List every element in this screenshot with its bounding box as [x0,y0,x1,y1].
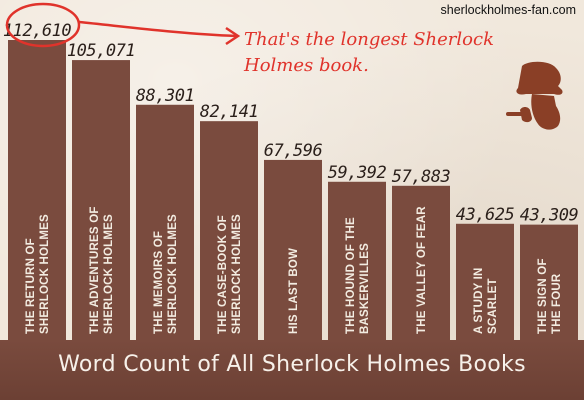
category-label-line: THE MEMOIRS OF [153,231,165,334]
value-label-6: 59,392 [328,163,387,183]
category-label-line: THE SIGN OF [537,258,549,334]
value-label-8: 43,625 [456,205,515,225]
category-label-line: SHERLOCK HOLMES [231,214,243,334]
category-label-line: A STUDY IN [473,267,485,334]
category-label-line: THE VALLEY OF FEAR [416,206,428,334]
bar-6 [328,181,386,340]
category-label-line: THE ADVENTURES OF [89,206,101,334]
category-label-line: SHERLOCK HOLMES [167,214,179,334]
bar-4 [200,121,258,341]
chart-title: Word Count of All Sherlock Holmes Books [58,352,526,377]
arrow-line [78,20,237,38]
category-label-line: SHERLOCK HOLMES [103,214,115,334]
category-label-line: THE FOUR [551,273,563,334]
site-url[interactable]: sherlockholmes-fan.com [440,3,576,17]
annotation-line-1: That's the longest Sherlock [244,29,494,50]
category-label-2: THE ADVENTURES OF SHERLOCK HOLMES [89,206,115,334]
value-label-9: 43,309 [520,206,579,226]
value-label-4: 82,141 [200,102,258,122]
category-label-1: THE RETURN OF SHERLOCK HOLMES [25,214,51,334]
category-label-line: THE HOUND OF THE [345,217,357,334]
category-label-4: THE CASE-BOOK OF SHERLOCK HOLMES [217,214,243,334]
value-label-3: 88,301 [136,86,194,106]
bar-7 [392,185,450,340]
category-label-7: THE VALLEY OF FEAR [416,206,428,334]
category-label-line: BASKERVILLES [359,243,371,334]
category-label-6: THE HOUND OF THE BASKERVILLES [345,217,371,334]
bar-3 [136,104,194,340]
sherlock-silhouette-icon [506,61,563,130]
bar-1 [8,40,66,340]
category-label-8: A STUDY IN SCARLET [473,267,499,334]
value-label-2: 105,071 [67,41,135,61]
footer-band [0,340,584,400]
bar-9 [520,224,578,340]
arrow-head-icon [225,26,241,46]
category-label-line: SCARLET [487,278,499,334]
bar-2 [72,60,130,341]
category-label-line: THE RETURN OF [25,238,37,334]
category-label-5: HIS LAST BOW [288,248,300,334]
bar-5 [264,159,322,340]
category-label-line: THE CASE-BOOK OF [217,215,229,334]
category-label-3: THE MEMOIRS OF SHERLOCK HOLMES [153,214,179,334]
category-label-line: HIS LAST BOW [288,248,300,334]
value-label-7: 57,883 [392,167,451,187]
value-label-5: 67,596 [264,141,323,161]
category-label-9: THE SIGN OF THE FOUR [537,258,563,334]
annotation-note: That's the longest Sherlock Holmes book. [244,27,544,79]
category-label-line: SHERLOCK HOLMES [39,214,51,334]
bar-8 [456,223,514,340]
value-label-1: 112,610 [3,21,71,41]
highlight-circle [5,2,81,48]
annotation-line-2: Holmes book. [244,55,369,76]
